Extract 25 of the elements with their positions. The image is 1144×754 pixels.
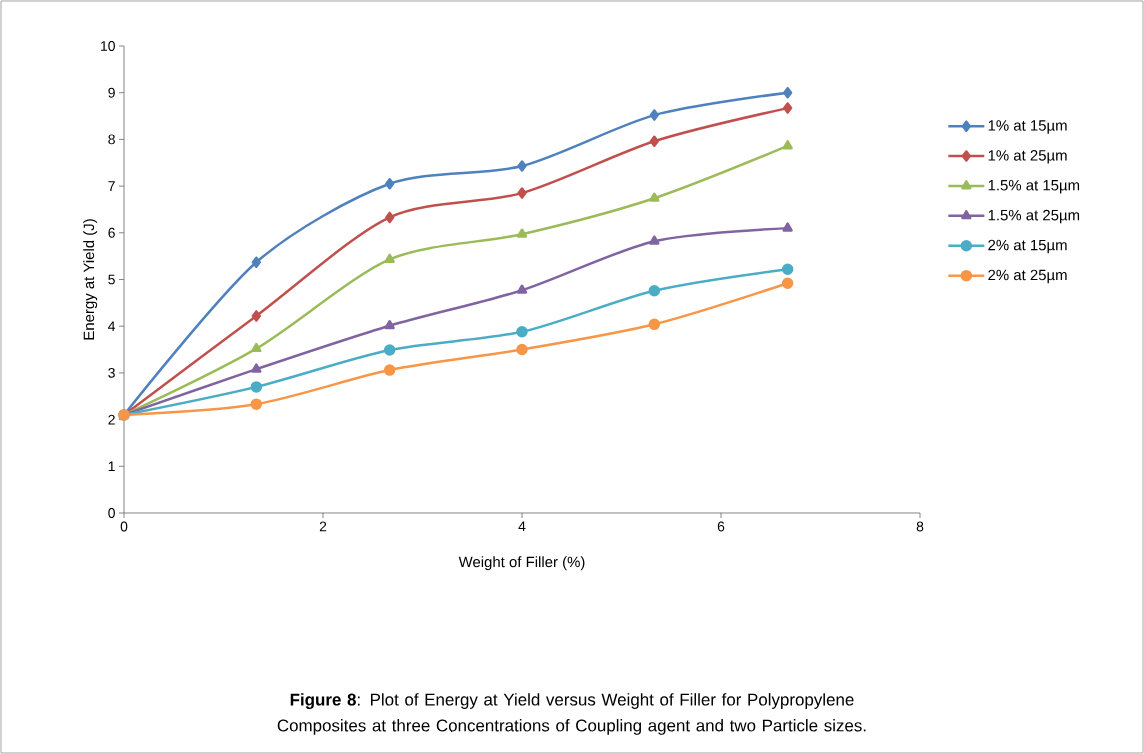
- y-tick-label: 8: [108, 134, 115, 145]
- y-tick-label: 0: [108, 508, 115, 518]
- x-axis-title: Weight of Filler (%): [458, 556, 585, 571]
- y-tick-label: 2: [108, 414, 115, 425]
- y-tick-label: 3: [108, 367, 115, 378]
- y-tick-label: 1: [108, 461, 115, 472]
- y-tick-label: 10: [101, 41, 115, 51]
- legend-label: 1% at 15µm: [988, 120, 1067, 134]
- text: Figure 8: Plot of Energy at Yield versus Weight of Filler for Polypropylene Composites at three Concentrations of Coupling agent and two Particle sizes.: [277, 693, 866, 735]
- legend-label: 1.5% at 25µm: [988, 209, 1080, 224]
- y-tick-label: 4: [108, 321, 116, 331]
- x-tick-label: 4: [518, 521, 526, 532]
- legend-label: 1% at 25µm: [988, 150, 1067, 164]
- y-tick-label: 7: [108, 181, 115, 191]
- x-tick-label: 8: [916, 521, 924, 532]
- y-tick-label: 9: [108, 87, 115, 98]
- y-axis-title: Energy at Yield (J): [83, 219, 98, 340]
- y-tick-label: 5: [108, 274, 115, 285]
- legend-label: 2% at 15µm: [988, 239, 1067, 254]
- x-tick-label: 6: [717, 521, 725, 532]
- x-tick-label: 0: [120, 521, 128, 532]
- x-tick-label: 2: [319, 521, 327, 532]
- legend-label: 2% at 25µm: [988, 269, 1067, 284]
- y-tick-label: 6: [108, 227, 115, 238]
- legend-label: 1.5% at 15µm: [988, 180, 1080, 194]
